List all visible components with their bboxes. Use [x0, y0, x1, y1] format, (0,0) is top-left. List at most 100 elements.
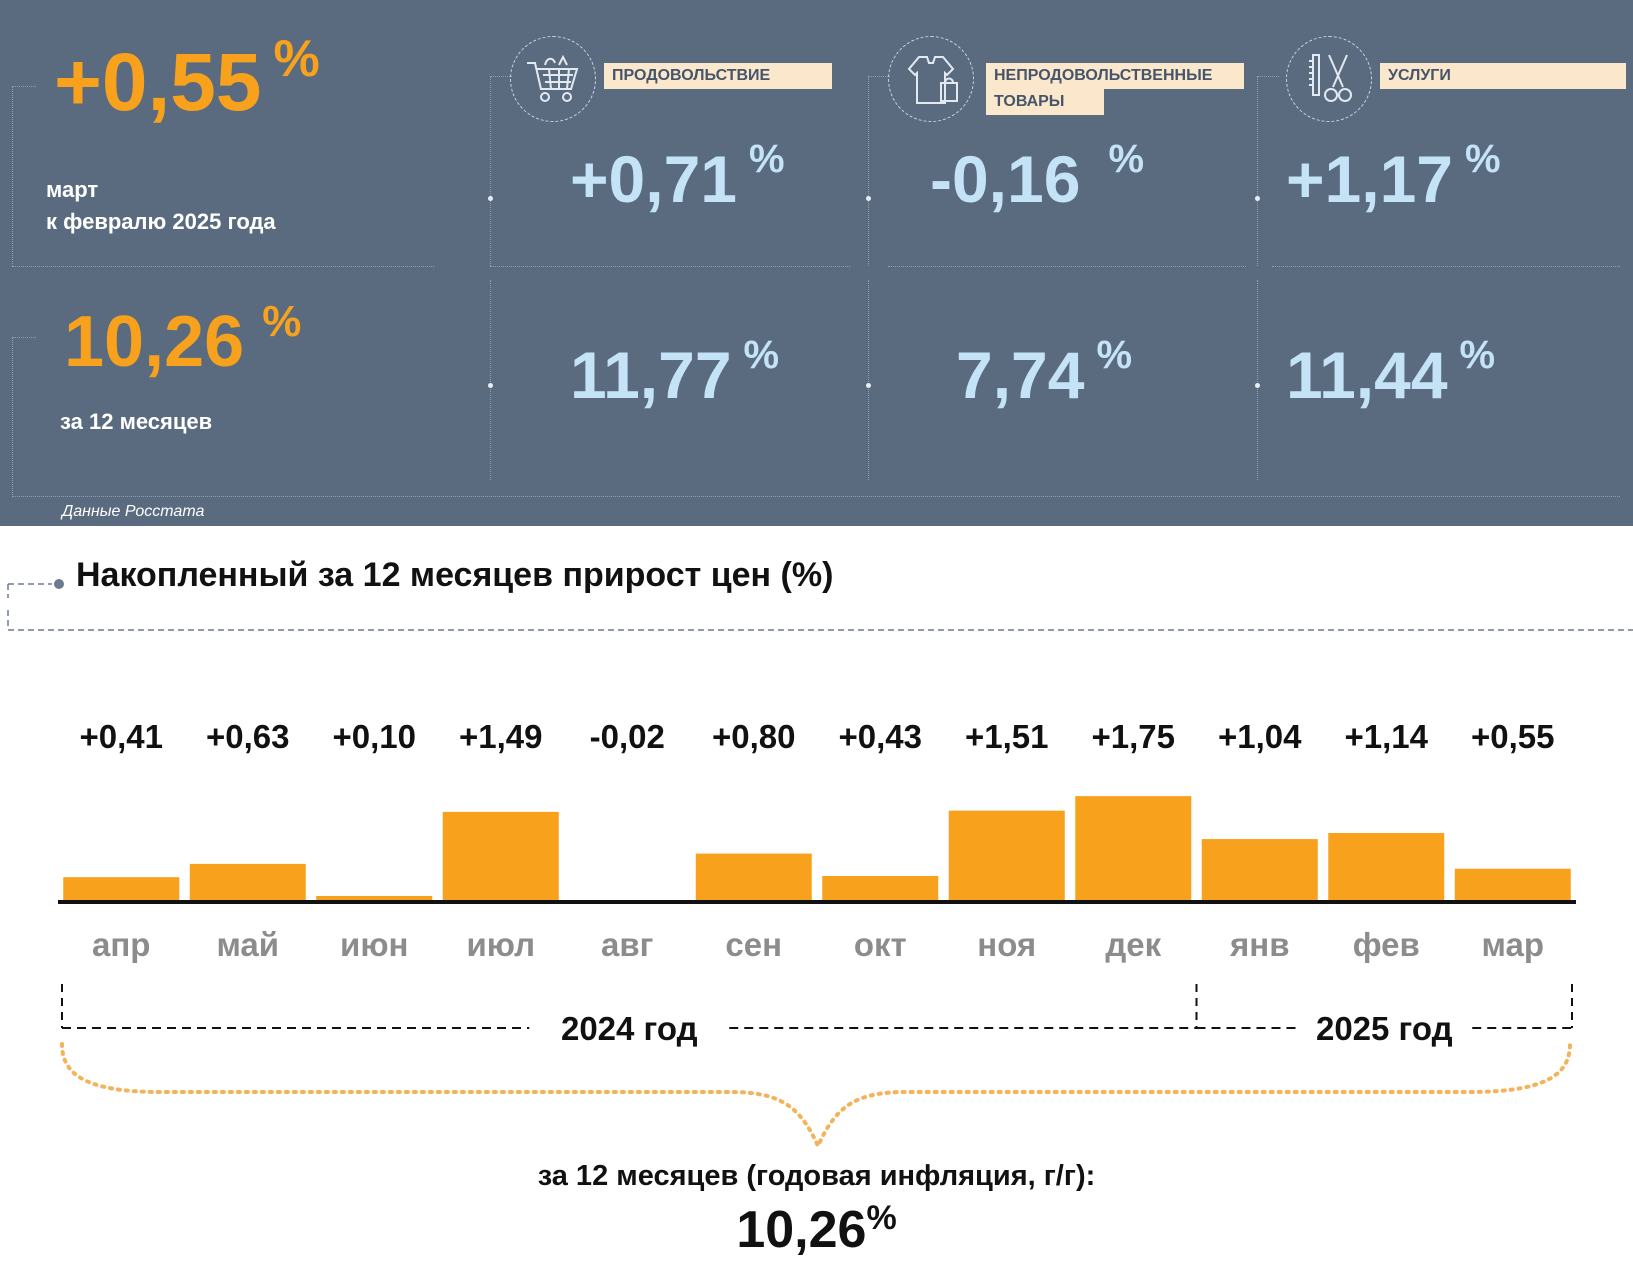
bar-value-label: +0,10	[333, 718, 417, 755]
annual-inflation-value: 10,26%	[64, 300, 301, 379]
annual-brace	[60, 1042, 1572, 1151]
monthly-caption-line2: к февралю 2025 года	[46, 209, 276, 234]
food-annual-unit: %	[743, 333, 780, 377]
nonfood-annual-number: 7,74	[956, 338, 1085, 412]
shopping-cart-icon	[510, 36, 596, 122]
nonfood-annual-unit: %	[1096, 333, 1133, 377]
monthly-caption: март к февралю 2025 года	[46, 174, 276, 238]
services-monthly-number: +1,17	[1286, 142, 1453, 216]
month-label: авг	[601, 926, 653, 963]
month-label: сен	[725, 926, 782, 963]
frame-line	[490, 76, 512, 77]
value-labels-group: +0,41 +0,63 +0,10 +1,49 -0,02 +0,80 +0,43 +1,51…	[80, 718, 1555, 755]
frame-dot	[1255, 383, 1260, 388]
bar-янв	[1201, 839, 1318, 902]
food-monthly-value: +0,71%	[570, 139, 785, 212]
annual-caption: за 12 месяцев	[60, 409, 213, 434]
food-monthly-unit: %	[749, 137, 785, 181]
bar-value-label: +1,14	[1345, 718, 1429, 755]
month-label: окт	[854, 926, 907, 963]
summary-panel: +0,55% март к февралю 2025 года 10,26% з…	[0, 0, 1633, 526]
services-annual-unit: %	[1459, 333, 1496, 377]
bar-value-label: +1,75	[1092, 718, 1176, 755]
bars-group	[63, 796, 1571, 904]
bar-май	[189, 863, 306, 902]
frame-line	[12, 86, 13, 266]
bar-value-label: +0,43	[839, 718, 923, 755]
frame-line	[1257, 76, 1279, 77]
bar-ноя	[948, 810, 1065, 902]
frame-line	[12, 496, 1620, 497]
bar-value-label: +1,04	[1218, 718, 1302, 755]
nonfood-monthly-number: -0,16	[930, 142, 1081, 216]
source-note: Данные Росстата	[62, 503, 205, 520]
annual-value-unit: %	[262, 297, 302, 346]
frame-line	[1272, 266, 1620, 267]
month-label: июн	[340, 926, 408, 963]
bar-сен	[695, 853, 812, 902]
frame-line	[868, 76, 890, 77]
frame-line	[12, 266, 434, 267]
frame-line	[868, 76, 869, 266]
nonfood-monthly-unit: %	[1108, 137, 1145, 181]
bar-value-label: -0,02	[590, 718, 665, 755]
monthly-value-unit: %	[273, 30, 320, 88]
bar-value-label: +0,80	[712, 718, 796, 755]
month-labels-group: апр май июн июл авг сен окт ноя дек янв фев мар	[92, 926, 1544, 963]
frame-line	[490, 76, 491, 266]
frame-dot	[866, 383, 871, 388]
annual-total-number: 10,26	[736, 1201, 867, 1259]
category-label-food: ПРОДОВОЛЬСТВИЕ	[604, 63, 832, 89]
year-groups: 2024 год 2025 год	[61, 984, 1573, 1047]
month-label: июл	[466, 926, 535, 963]
food-annual-value: 11,77%	[570, 335, 779, 408]
month-label: дек	[1105, 926, 1161, 963]
frame-line	[12, 337, 13, 497]
bar-value-label: +0,41	[80, 718, 164, 755]
frame-line	[868, 280, 869, 480]
services-annual-number: 11,44	[1286, 338, 1448, 412]
monthly-inflation-value: +0,55%	[54, 33, 320, 124]
bar-фев	[1328, 833, 1445, 902]
frame-dot	[866, 196, 871, 201]
frame-line	[490, 266, 850, 267]
bar-апр	[63, 877, 180, 902]
frame-line	[1257, 280, 1258, 480]
frame-line	[490, 280, 491, 480]
bar-июл	[442, 811, 559, 902]
annual-total-unit: %	[866, 1199, 897, 1237]
month-label: май	[216, 926, 279, 963]
chart-title: Накопленный за 12 месяцев прирост цен (%…	[76, 556, 834, 594]
monthly-value-number: +0,55	[54, 37, 262, 128]
title-bracket	[7, 583, 52, 630]
category-label-services: УСЛУГИ	[1380, 63, 1626, 89]
monthly-inflation-chart: +0,41 +0,63 +0,10 +1,49 -0,02 +0,80 +0,43 +1,51…	[7, 579, 1633, 1151]
annual-value-number: 10,26	[64, 302, 245, 382]
frame-line	[12, 86, 36, 87]
month-label: янв	[1229, 926, 1289, 963]
services-monthly-unit: %	[1465, 137, 1501, 181]
year-group-label: 2025 год	[1316, 1010, 1453, 1047]
month-label: ноя	[977, 926, 1036, 963]
frame-dot	[488, 383, 493, 388]
services-monthly-value: +1,17%	[1286, 139, 1501, 212]
bar-value-label: +1,51	[965, 718, 1049, 755]
food-monthly-number: +0,71	[570, 142, 737, 216]
month-label: мар	[1482, 926, 1545, 963]
annual-inflation-total: 10,26%	[0, 1201, 1633, 1259]
bar-value-label: +0,63	[206, 718, 290, 755]
services-annual-value: 11,44%	[1286, 335, 1495, 408]
year-group-label: 2024 год	[561, 1010, 698, 1047]
nonfood-monthly-value: -0,16%	[930, 139, 1144, 212]
bar-мар	[1454, 868, 1571, 902]
bar-value-label: +1,49	[459, 718, 543, 755]
category-label-nonfood-line1: НЕПРОДОВОЛЬСТВЕННЫЕ	[986, 63, 1244, 89]
frame-line	[12, 337, 36, 338]
scissors-comb-icon	[1286, 36, 1372, 122]
nonfood-annual-value: 7,74%	[956, 335, 1132, 408]
monthly-caption-line1: март	[46, 177, 99, 202]
title-bullet	[54, 579, 64, 589]
clothing-bag-icon	[888, 36, 974, 122]
frame-line	[1257, 76, 1258, 266]
category-label-nonfood-line2: ТОВАРЫ	[986, 89, 1104, 115]
